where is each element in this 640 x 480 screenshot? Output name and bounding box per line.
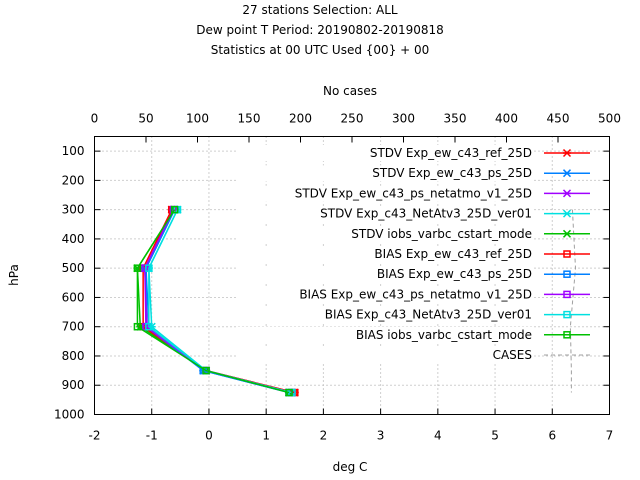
legend-label-bg xyxy=(236,326,534,343)
legend-label: STDV iobs_varbc_cstart_mode xyxy=(351,227,532,241)
legend-label-bg xyxy=(236,286,534,303)
legend-label-bg xyxy=(236,246,534,262)
legend-marker xyxy=(562,148,572,158)
title: 27 stations Selection: ALL Dew point T P… xyxy=(196,3,444,57)
x-tick-label: 4 xyxy=(434,429,442,443)
legend-item: BIAS Exp_ew_c43_ps_25D xyxy=(236,266,590,283)
plot-frame xyxy=(94,136,610,415)
x2-tick-label: 0 xyxy=(91,112,99,126)
legend-label-bg xyxy=(236,205,534,222)
title-line-1: 27 stations Selection: ALL xyxy=(242,3,398,17)
x-tick-label: 3 xyxy=(377,429,385,443)
x2-tick-label: 150 xyxy=(238,112,261,126)
x2-axis-label: No cases xyxy=(323,84,377,98)
y-tick-label: 600 xyxy=(62,290,85,304)
data-point xyxy=(202,366,210,375)
x-tick-label: -2 xyxy=(89,429,101,443)
legend-marker xyxy=(563,290,571,299)
data-point xyxy=(285,388,293,397)
data-point xyxy=(133,264,142,272)
legend: STDV Exp_ew_c43_ref_25D STDV Exp_ew_c43_p… xyxy=(236,145,590,363)
x-tick-label: 7 xyxy=(606,429,614,443)
legend-marker xyxy=(562,189,572,198)
x2-tick-label: 200 xyxy=(289,112,312,126)
legend-marker xyxy=(563,270,571,278)
legend-marker xyxy=(563,310,571,319)
y-tick-label: 700 xyxy=(62,320,85,334)
legend-label: BIAS Exp_ew_c43_ref_25D xyxy=(374,247,532,261)
legend-label-bg xyxy=(236,306,534,323)
legend-item: STDV Exp_ew_c43_ref_25D xyxy=(236,145,590,161)
legend-item: BIAS Exp_c43_NetAtv3_25D_ver01 xyxy=(236,306,590,323)
x2-tick-label: 300 xyxy=(392,112,415,126)
y-tick-label: 1000 xyxy=(54,408,85,422)
data-point xyxy=(141,264,149,272)
legend-label: BIAS Exp_ew_c43_ps_25D xyxy=(377,267,532,281)
x2-tick-label: 450 xyxy=(547,112,570,126)
x-tick-label: 1 xyxy=(262,429,270,443)
y-tick-label: 800 xyxy=(62,349,85,363)
legend-label: STDV Exp_ew_c43_ps_25D xyxy=(372,166,532,180)
cases-line xyxy=(569,209,577,393)
x-axis-label: deg C xyxy=(333,460,368,474)
legend-label-bg xyxy=(236,165,534,182)
x2-tick-label: 400 xyxy=(495,112,518,126)
x-tick-label: 6 xyxy=(548,429,556,443)
legend-item: STDV Exp_ew_c43_ps_25D xyxy=(236,165,590,182)
title-line-2: Dew point T Period: 20190802-20190818 xyxy=(196,23,444,37)
data-point xyxy=(170,205,179,214)
legend-item: BIAS iobs_varbc_cstart_mode xyxy=(236,326,590,343)
legend-label-bg xyxy=(236,145,534,161)
legend-item: STDV iobs_varbc_cstart_mode xyxy=(236,225,590,242)
legend-label-bg xyxy=(236,347,534,363)
x2-tick-label: 100 xyxy=(186,112,209,126)
legend-label: CASES xyxy=(493,348,532,362)
legend-label-bg xyxy=(236,225,534,242)
legend-label-bg xyxy=(236,266,534,283)
data-point xyxy=(145,322,153,331)
x2-tick-label: 350 xyxy=(444,112,467,126)
legend-label: BIAS Exp_c43_NetAtv3_25D_ver01 xyxy=(325,308,532,322)
legend-item: CASES xyxy=(236,347,590,363)
series-layer xyxy=(133,205,577,397)
x2-tick-label: 250 xyxy=(341,112,364,126)
x2-tick-label: 50 xyxy=(138,112,153,126)
legend-item: STDV Exp_ew_c43_ps_netatmo_v1_25D xyxy=(236,185,590,202)
legend-marker xyxy=(562,169,572,178)
legend-item: BIAS Exp_ew_c43_ref_25D xyxy=(236,246,590,262)
legend-marker xyxy=(562,209,572,218)
legend-marker xyxy=(563,331,571,339)
y-tick-label: 500 xyxy=(62,261,85,275)
y-tick-label: 100 xyxy=(62,144,85,158)
x-tick-label: -1 xyxy=(146,429,158,443)
y-tick-label: 300 xyxy=(62,203,85,217)
series-10 xyxy=(133,205,293,397)
cases-series xyxy=(569,209,577,393)
x2-tick-label: 500 xyxy=(598,112,621,126)
legend-label: STDV Exp_c43_NetAtv3_25D_ver01 xyxy=(320,207,532,221)
legend-label: STDV Exp_ew_c43_ps_netatmo_v1_25D xyxy=(295,186,532,200)
legend-marker xyxy=(563,250,571,258)
legend-label: STDV Exp_ew_c43_ref_25D xyxy=(370,146,532,160)
legend-item: STDV Exp_c43_NetAtv3_25D_ver01 xyxy=(236,205,590,222)
y-tick-label: 900 xyxy=(62,378,85,392)
legend-marker xyxy=(562,229,572,238)
legend-label-bg xyxy=(236,185,534,202)
x-tick-label: 2 xyxy=(320,429,328,443)
x-tick-label: 0 xyxy=(205,429,213,443)
legend-item: BIAS Exp_ew_c43_ps_netatmo_v1_25D xyxy=(236,286,590,303)
legend-label: BIAS Exp_ew_c43_ps_netatmo_v1_25D xyxy=(299,287,532,301)
data-point xyxy=(133,322,142,331)
title-line-3: Statistics at 00 UTC Used {00} + 00 xyxy=(211,43,430,57)
x-tick-label: 5 xyxy=(491,429,499,443)
y-tick-label: 400 xyxy=(62,232,85,246)
axes: -2 -1 0 1 2 3 4 5 6 7 0 50 100 150 200 250 300 350 400 450 5… xyxy=(54,112,621,443)
data-point xyxy=(145,264,153,272)
y-axis-label: hPa xyxy=(7,264,21,286)
series-line xyxy=(136,209,290,394)
legend-label: BIAS iobs_varbc_cstart_mode xyxy=(356,328,532,342)
y-tick-label: 200 xyxy=(62,173,85,187)
